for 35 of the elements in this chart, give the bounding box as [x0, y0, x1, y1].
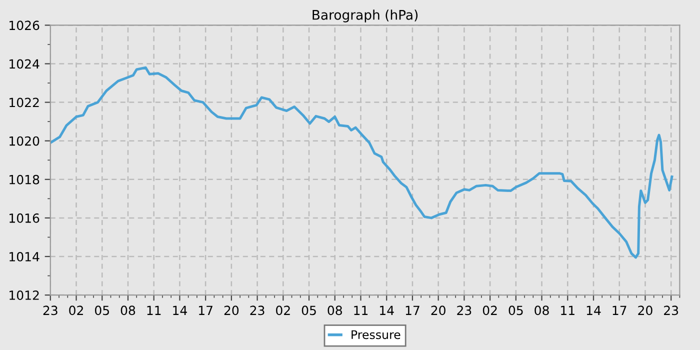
x-tick-label: 11 — [354, 306, 368, 315]
x-tick-label: 02 — [276, 306, 290, 316]
x-tick-label: 20 — [224, 306, 239, 316]
x-tick-label: 05 — [94, 306, 109, 316]
x-tick-label: 14 — [173, 306, 187, 315]
y-tick-label: 1024 — [10, 59, 40, 69]
x-tick-label: 08 — [328, 306, 342, 316]
x-tick-label: 11 — [147, 306, 161, 315]
y-tick-label: 1020 — [10, 136, 40, 146]
y-tick-label: 1026 — [10, 20, 40, 30]
x-tick-label: 05 — [302, 306, 316, 316]
x-tick-label: 23 — [457, 306, 472, 316]
y-tick-label: 1012 — [10, 290, 39, 300]
x-tick-label: 20 — [431, 306, 446, 316]
y-tick-label: 1016 — [10, 213, 40, 223]
x-tick-label: 05 — [508, 306, 523, 316]
x-tick-label: 02 — [482, 306, 497, 316]
x-tick-label: 23 — [664, 306, 678, 316]
y-tick-label: 1018 — [10, 174, 40, 184]
y-tick-label: 1022 — [10, 98, 39, 108]
chart-title: Barograph (hPa) — [312, 10, 418, 22]
y-tick-label: 1014 — [10, 252, 40, 262]
x-tick-label: 11 — [561, 306, 574, 315]
x-tick-label: 14 — [586, 306, 601, 315]
x-tick-label: 17 — [406, 306, 420, 315]
x-tick-label: 23 — [250, 306, 264, 316]
x-tick-label: 14 — [380, 306, 394, 315]
legend-label: Pressure — [352, 330, 400, 340]
x-tick-label: 02 — [69, 306, 83, 316]
x-tick-label: 17 — [612, 306, 626, 315]
x-tick-label: 08 — [534, 306, 549, 316]
x-tick-label: 23 — [43, 306, 58, 316]
x-tick-label: 20 — [638, 306, 652, 316]
x-tick-label: 17 — [198, 306, 212, 315]
x-tick-label: 08 — [120, 306, 136, 316]
